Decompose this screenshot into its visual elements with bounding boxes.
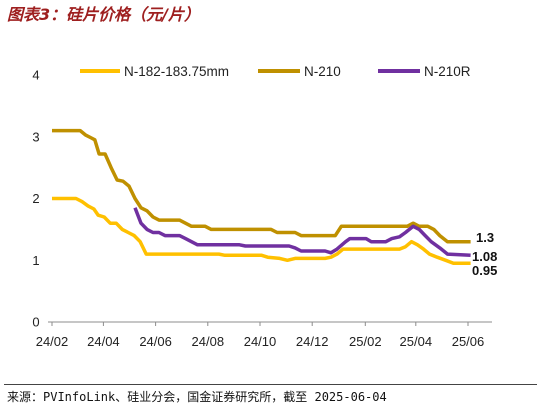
legend-label-n-210r: N-210R: [424, 64, 471, 79]
y-tick-label: 4: [32, 68, 39, 83]
end-label-n-210r: 1.08: [472, 249, 497, 264]
y-tick-label: 0: [32, 315, 39, 330]
end-label-n-182-183-75mm: 0.95: [472, 263, 497, 278]
source-note: 来源：PVInfoLink、硅业分会，国金证券研究所，截至 2025-06-04: [7, 390, 387, 404]
legend: N-182-183.75mm N-210 N-210R: [80, 64, 471, 79]
series-line-n-210: [52, 128, 471, 244]
x-tick-label: 24/08: [192, 334, 225, 349]
y-tick-label: 2: [32, 191, 39, 206]
x-tick-label: 24/06: [139, 334, 172, 349]
x-axis-tick-marks: [51, 322, 469, 326]
x-tick-label: 24/04: [87, 334, 120, 349]
y-tick-label: 1: [32, 253, 39, 268]
y-tick-label: 3: [32, 129, 39, 144]
end-label-n-210: 1.3: [476, 230, 494, 245]
legend-label-n-182-183-75mm: N-182-183.75mm: [124, 64, 229, 79]
x-axis-tick-labels: 24/02 24/04 24/06 24/08 24/10 24/12 25/02 25/04…: [36, 334, 485, 349]
x-tick-label: 24/02: [36, 334, 69, 349]
x-tick-label: 25/02: [349, 334, 382, 349]
legend-label-n-210: N-210: [304, 64, 341, 79]
chart-title: 图表3：硅片价格（元/片）: [7, 5, 200, 24]
x-tick-label: 24/10: [244, 334, 277, 349]
end-value-labels: 1.3 1.08 0.95: [472, 230, 497, 278]
x-tick-label: 25/04: [400, 334, 433, 349]
y-axis-tick-labels: 0 1 2 3 4: [32, 68, 39, 330]
series-lines: [52, 128, 471, 266]
source-divider: [4, 384, 537, 385]
x-tick-label: 25/06: [452, 334, 485, 349]
series-line-n-210r: [133, 207, 471, 258]
x-tick-label: 24/12: [296, 334, 329, 349]
series-line-n-182-183-75mm: [52, 196, 471, 266]
